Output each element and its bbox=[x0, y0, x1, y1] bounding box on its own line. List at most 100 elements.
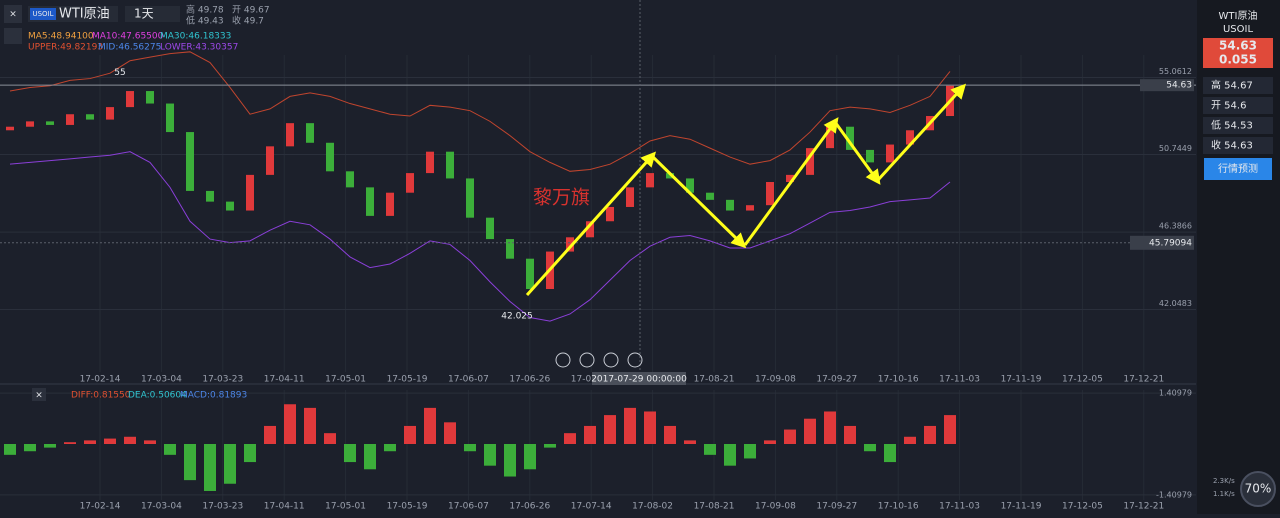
lower: LOWER:43.30357 bbox=[160, 43, 238, 53]
x-tick-label: 17-09-08 bbox=[755, 375, 796, 385]
crosshair-date: 2017-07-29 00:00:00 bbox=[591, 375, 687, 385]
ma10: MA10:47.65500 bbox=[92, 32, 164, 42]
x-tick-label: 17-04-11 bbox=[264, 502, 305, 512]
candle bbox=[506, 239, 514, 259]
lower-band bbox=[9, 151, 951, 322]
x-tick-label: 17-07-14 bbox=[571, 502, 612, 512]
forecast-button[interactable] bbox=[1204, 158, 1272, 180]
x-tick-label: 17-09-27 bbox=[816, 375, 857, 385]
macd-bar bbox=[884, 444, 896, 463]
x-tick-label: 17-11-19 bbox=[1001, 375, 1042, 385]
x-tick-label: 17-08-21 bbox=[694, 502, 735, 512]
candle bbox=[206, 190, 214, 202]
candle bbox=[806, 148, 814, 175]
upper: UPPER:49.82193 bbox=[28, 43, 103, 53]
x-tick-label: 17-05-01 bbox=[325, 375, 366, 385]
macd-bar bbox=[264, 425, 276, 444]
x-tick-label: 17-03-23 bbox=[202, 375, 243, 385]
candle bbox=[86, 114, 94, 120]
sidebar-high: 高 54.67 bbox=[1211, 79, 1253, 92]
macd-bar bbox=[464, 444, 476, 452]
x-tick-label: 17-05-19 bbox=[387, 375, 428, 385]
arrow bbox=[833, 121, 881, 185]
zoom-out[interactable] bbox=[555, 352, 571, 368]
badge-text: USOIL bbox=[32, 10, 53, 18]
candle bbox=[626, 187, 634, 207]
macd-bar bbox=[124, 436, 136, 444]
zoom-controls bbox=[555, 352, 643, 368]
zoom-in[interactable] bbox=[627, 352, 643, 368]
y-tick-label: 46.3866 bbox=[1159, 222, 1192, 231]
low-mark: 42.025 bbox=[501, 311, 533, 321]
sidebar-change: 0.055 bbox=[1219, 53, 1257, 67]
chart-bg bbox=[0, 0, 1196, 514]
arrow bbox=[525, 151, 657, 297]
candle bbox=[886, 144, 894, 163]
macd-bar bbox=[664, 425, 676, 444]
candle bbox=[66, 114, 74, 125]
macd-bar bbox=[324, 433, 336, 444]
cpu-gauge bbox=[1240, 471, 1276, 507]
back[interactable] bbox=[579, 352, 595, 368]
x-tick-label: 17-06-26 bbox=[509, 502, 550, 512]
macd-bar bbox=[24, 444, 36, 452]
macd-bar bbox=[604, 415, 616, 444]
candle bbox=[446, 151, 454, 179]
forecast-text: 行情预测 bbox=[1218, 162, 1258, 175]
badge bbox=[30, 8, 56, 20]
x-tick-label: 17-03-04 bbox=[141, 375, 182, 385]
candle bbox=[606, 206, 614, 222]
candle bbox=[6, 126, 14, 131]
ma30: MA30:46.18333 bbox=[160, 32, 231, 42]
candle bbox=[306, 123, 314, 143]
candle bbox=[26, 121, 34, 127]
macd-bar bbox=[84, 440, 96, 444]
candle bbox=[186, 132, 194, 191]
download-speed: 1.1K/s bbox=[1213, 490, 1235, 498]
candle bbox=[146, 91, 154, 104]
candle bbox=[826, 126, 834, 149]
y-tick-label: 1.40979 bbox=[1159, 389, 1192, 398]
sidebar-open: 开 54.6 bbox=[1211, 101, 1246, 112]
crosshair-price-box bbox=[1130, 235, 1194, 250]
last-price: 54.63 bbox=[1166, 81, 1192, 91]
macd-bar bbox=[444, 422, 456, 444]
candle bbox=[226, 201, 234, 211]
macd-bar bbox=[624, 407, 636, 444]
close-button[interactable] bbox=[4, 5, 22, 23]
candle bbox=[866, 149, 874, 163]
ohlc-high: 高 49.78 bbox=[186, 4, 224, 16]
forward[interactable] bbox=[603, 352, 619, 368]
macd-bar bbox=[284, 404, 296, 444]
high-mark: 55 bbox=[114, 68, 125, 78]
x-tick-label: 17-06-07 bbox=[448, 502, 489, 512]
draw-button[interactable] bbox=[4, 28, 22, 44]
sidebar-low: 低 54.53 bbox=[1211, 119, 1253, 132]
macd-close[interactable] bbox=[32, 388, 46, 401]
candle bbox=[726, 199, 734, 211]
candle bbox=[266, 146, 274, 175]
macd-bar bbox=[164, 444, 176, 455]
macd-bar bbox=[364, 444, 376, 470]
macd-bar bbox=[424, 407, 436, 444]
x-tick-label: 17-05-19 bbox=[387, 502, 428, 512]
x-tick-label: 17-03-23 bbox=[202, 502, 243, 512]
macd-close-icon: × bbox=[35, 391, 43, 401]
macd-bar bbox=[864, 444, 876, 452]
sidebar-close: 收 54.63 bbox=[1211, 139, 1253, 152]
x-tick-label: 17-02-14 bbox=[80, 375, 121, 385]
macd-bar bbox=[564, 433, 576, 444]
period-select[interactable] bbox=[125, 6, 180, 22]
y-tick-label: 55.0612 bbox=[1159, 67, 1192, 76]
mid: MID:46.56275 bbox=[98, 43, 161, 53]
ma5: MA5:48.94100 bbox=[28, 32, 94, 42]
price-box bbox=[1203, 38, 1273, 68]
x-tick-label: 17-03-04 bbox=[141, 502, 182, 512]
candle bbox=[526, 258, 534, 290]
macd-bar bbox=[904, 436, 916, 444]
x-tick-label: 17-09-27 bbox=[816, 502, 857, 512]
macd-bar bbox=[64, 442, 76, 444]
macd-bar bbox=[404, 425, 416, 444]
candle bbox=[346, 171, 354, 188]
